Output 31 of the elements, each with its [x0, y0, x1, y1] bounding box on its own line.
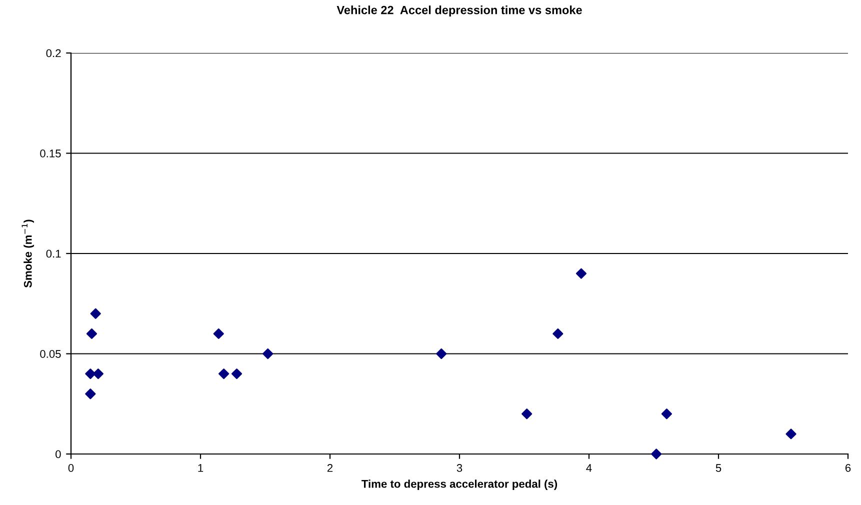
- x-tick-label: 1: [198, 464, 204, 472]
- point: [436, 348, 447, 360]
- x-axis-title: Time to depress accelerator pedal (s): [362, 480, 558, 490]
- x-tick-label: 2: [327, 464, 333, 472]
- point: [522, 408, 532, 420]
- point: [231, 368, 242, 380]
- point: [262, 348, 274, 360]
- y-tick-label: 0.05: [40, 350, 61, 358]
- point: [576, 268, 587, 279]
- point: [86, 328, 98, 339]
- x-tick-label: 6: [845, 464, 851, 472]
- point: [85, 388, 96, 400]
- y-tick-label: 0.1: [46, 250, 61, 258]
- chart-title: Vehicle 22 Accel depression time vs smoke: [336, 6, 582, 17]
- x-tick-label: 5: [716, 464, 722, 472]
- point: [92, 368, 104, 380]
- x-tick-label: 4: [586, 464, 592, 472]
- y-tick-label: 0.2: [46, 49, 61, 58]
- x-tick-label: 3: [456, 464, 462, 472]
- point: [786, 428, 796, 440]
- point: [552, 328, 564, 339]
- point: [651, 448, 662, 460]
- x-tick-label: 0: [68, 464, 74, 472]
- point: [90, 308, 101, 319]
- y-tick-label: 0: [56, 450, 61, 458]
- y-axis-title: Smoke (m$^{−1}$): [22, 220, 34, 288]
- y-tick-label: 0.15: [40, 150, 61, 158]
- point: [661, 408, 672, 420]
- point: [213, 328, 224, 339]
- point: [85, 368, 96, 380]
- point: [218, 368, 230, 380]
